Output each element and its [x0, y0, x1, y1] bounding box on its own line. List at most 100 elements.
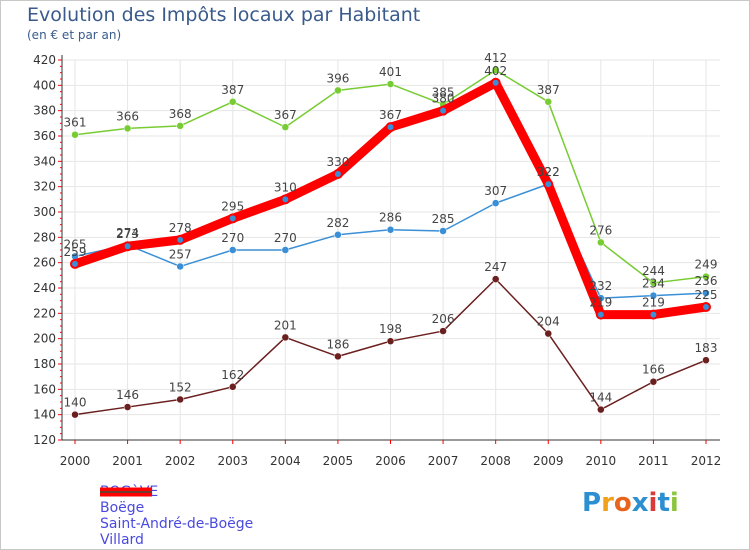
data-point — [438, 105, 449, 116]
data-point — [597, 238, 605, 247]
data-point — [334, 352, 342, 361]
data-label: 396 — [326, 71, 349, 85]
data-label: 330 — [326, 155, 349, 169]
data-point — [386, 80, 395, 88]
data-point — [332, 169, 343, 179]
data-point — [701, 302, 711, 312]
x-tick-label: 2002 — [165, 454, 196, 468]
data-label: 385 — [432, 85, 455, 99]
data-label: 367 — [379, 108, 402, 122]
y-tick-label: 180 — [33, 357, 56, 371]
legend-item: Villard — [100, 491, 253, 548]
data-label: 282 — [326, 216, 349, 230]
data-label: 307 — [484, 184, 507, 198]
y-tick-label: 140 — [33, 408, 56, 422]
data-point — [176, 395, 184, 404]
data-point — [123, 403, 132, 411]
data-point — [71, 130, 79, 139]
data-label: 361 — [64, 116, 87, 130]
y-tick-label: 420 — [33, 53, 56, 67]
data-label: 278 — [169, 221, 192, 235]
x-tick-label: 2009 — [533, 454, 564, 468]
data-point — [176, 262, 184, 271]
data-label: 286 — [379, 211, 402, 225]
logo-letter: o — [613, 488, 632, 518]
y-tick-label: 340 — [33, 154, 56, 168]
data-point — [595, 309, 606, 320]
y-tick-label: 360 — [33, 129, 56, 143]
data-point — [385, 122, 396, 133]
data-point — [702, 289, 710, 297]
data-label: 244 — [642, 264, 665, 278]
chart-subtitle: (en € et par an) — [27, 28, 122, 42]
data-label: 219 — [589, 296, 612, 310]
data-label: 186 — [326, 337, 349, 351]
x-tick-label: 2001 — [112, 454, 143, 468]
data-label: 144 — [589, 391, 612, 405]
data-point — [123, 124, 132, 133]
legend-label-boege: Boëge — [100, 500, 145, 516]
y-tick-label: 160 — [33, 382, 56, 396]
logo-letter: t — [657, 488, 670, 518]
data-point — [281, 333, 290, 342]
logo-letter: x — [631, 488, 649, 518]
y-tick-label: 400 — [33, 78, 56, 92]
data-label: 402 — [484, 64, 507, 78]
proxiti-logo: Proxiti — [582, 488, 679, 518]
legend-swatch-villard — [100, 491, 152, 493]
data-point — [227, 213, 238, 224]
data-label: 183 — [695, 341, 718, 355]
data-point — [386, 225, 395, 234]
data-point — [491, 275, 500, 283]
data-label: 380 — [432, 92, 455, 106]
chart-title: Evolution des Impôts locaux par Habitant — [27, 4, 421, 26]
data-label: 322 — [537, 165, 560, 179]
data-label: 310 — [274, 180, 297, 194]
data-label: 265 — [64, 237, 87, 251]
x-tick-label: 2007 — [428, 454, 459, 468]
data-point — [386, 337, 395, 345]
x-tick-label: 2012 — [691, 454, 722, 468]
data-point — [334, 231, 342, 239]
data-label: 366 — [116, 109, 139, 123]
data-point — [491, 66, 500, 74]
data-label: 276 — [589, 223, 612, 237]
x-tick-label: 2011 — [638, 454, 669, 468]
data-point — [71, 410, 79, 419]
data-point — [176, 122, 184, 130]
data-point — [334, 86, 342, 95]
data-point — [439, 327, 447, 335]
y-tick-label: 240 — [33, 281, 56, 295]
y-tick-label: 120 — [33, 433, 56, 447]
data-point — [175, 234, 186, 245]
y-tick-label: 200 — [33, 332, 56, 346]
data-label: 140 — [64, 396, 87, 410]
data-label: 270 — [221, 231, 244, 245]
data-point — [597, 405, 605, 414]
data-label: 146 — [116, 388, 139, 402]
y-tick-label: 280 — [33, 230, 56, 244]
data-point — [702, 272, 710, 281]
x-tick-label: 2003 — [217, 454, 248, 468]
data-label: 367 — [274, 108, 297, 122]
data-label: 401 — [379, 65, 402, 79]
y-tick-label: 320 — [33, 180, 56, 194]
data-label: 198 — [379, 322, 402, 336]
data-point — [490, 77, 501, 88]
data-label: 412 — [484, 51, 507, 65]
data-point — [491, 199, 500, 207]
legend-label-villard: Villard — [100, 532, 144, 548]
data-point — [70, 258, 80, 269]
data-point — [649, 377, 658, 386]
logo-letter: i — [669, 488, 679, 518]
data-label: 295 — [221, 199, 244, 213]
data-label: 249 — [695, 258, 718, 272]
x-tick-label: 2008 — [480, 454, 511, 468]
data-point — [649, 291, 658, 300]
data-label: 219 — [642, 296, 665, 310]
data-label: 387 — [537, 83, 560, 97]
legend-label-saint-andre: Saint-André-de-Boëge — [100, 516, 254, 532]
logo-letter: r — [601, 488, 614, 518]
